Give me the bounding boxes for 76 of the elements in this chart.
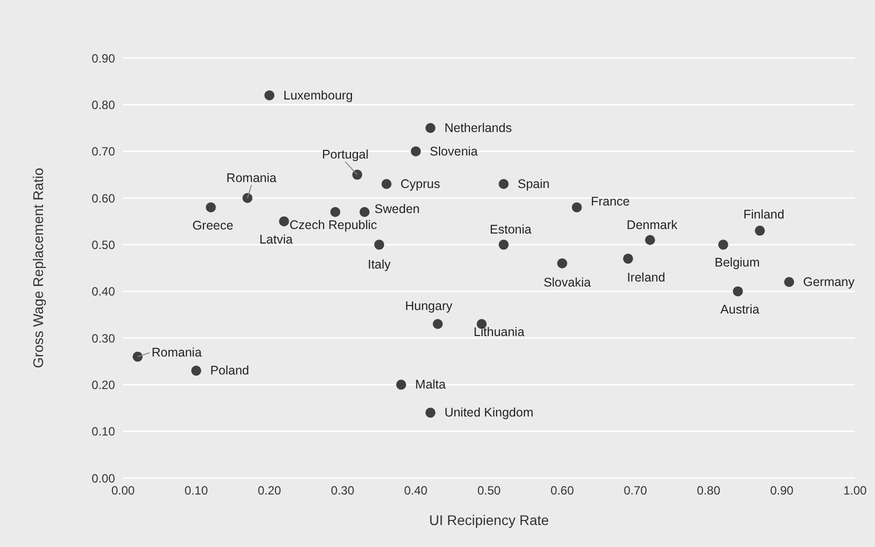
y-tick-label: 0.90 (92, 51, 116, 66)
annotation: Romania (152, 346, 202, 360)
point (623, 254, 634, 264)
point (498, 240, 509, 250)
x-tick-label: 0.00 (111, 484, 135, 498)
x-tick-label: 0.50 (477, 484, 501, 498)
point (352, 170, 362, 180)
annotation: Belgium (714, 256, 760, 270)
point (425, 123, 436, 133)
point (732, 286, 743, 296)
y-axis-title: Gross Wage Replacement Ratio (30, 168, 46, 368)
point (132, 352, 143, 362)
point (264, 90, 274, 100)
point (279, 216, 290, 226)
annotation: Greece (192, 218, 234, 232)
point (360, 207, 370, 217)
annotation: Denmark (626, 218, 678, 232)
annotation: Slovakia (544, 275, 591, 290)
y-tick-label: 0.30 (92, 331, 116, 346)
point (557, 258, 568, 268)
point (330, 207, 340, 217)
annotation: Poland (210, 364, 250, 378)
annotation: Latvia (259, 232, 293, 246)
x-tick-label: 0.70 (624, 484, 648, 498)
point (191, 366, 202, 376)
point (784, 277, 794, 287)
x-tick-label: 0.30 (330, 484, 355, 498)
annotation: Sweden (374, 202, 420, 216)
x-tick-label: 0.10 (184, 484, 208, 498)
point (645, 235, 656, 245)
x-tick-label: 0.90 (770, 484, 794, 498)
annotation: Malta (415, 378, 446, 392)
point (754, 226, 765, 236)
annotation: France (590, 194, 630, 208)
annotation: Czech Republic (290, 218, 378, 232)
y-tick-label: 0.60 (92, 191, 116, 206)
x-tick-label: 1.00 (843, 484, 867, 498)
point (410, 146, 421, 156)
y-tick-label: 0.10 (92, 424, 116, 439)
annotation: Hungary (405, 299, 454, 313)
annotation: United Kingdom (444, 406, 534, 420)
point (206, 202, 216, 212)
point (382, 179, 392, 189)
point (572, 202, 582, 212)
point (425, 408, 436, 418)
point (242, 193, 252, 203)
x-tick-label: 0.60 (550, 484, 574, 498)
annotation: Lithuania (474, 325, 524, 339)
y-tick-label: 0.80 (92, 98, 116, 112)
x-tick-label: 0.40 (404, 484, 428, 498)
annotation: Italy (368, 258, 392, 272)
annotation: Austria (720, 302, 760, 316)
annotation: Spain (518, 177, 550, 191)
point (432, 319, 443, 329)
annotation: Ireland (626, 270, 666, 285)
x-tick-label: 0.80 (696, 484, 721, 498)
x-tick-label: 0.20 (258, 484, 282, 498)
annotation: Cyprus (400, 177, 440, 191)
x-axis-title: UI Recipiency Rate (429, 512, 550, 528)
point (498, 179, 509, 189)
y-tick-label: 0.50 (92, 238, 116, 252)
point (396, 380, 406, 390)
y-tick-label: 0.70 (92, 144, 116, 159)
point (374, 240, 384, 250)
annotation: Germany (803, 275, 856, 289)
annotation: Romania (226, 171, 276, 185)
annotation: Finland (743, 208, 784, 222)
y-tick-label: 0.20 (92, 378, 116, 392)
y-tick-label: 0.40 (92, 284, 116, 299)
annotation: Slovenia (430, 144, 478, 158)
annotation: Estonia (490, 222, 532, 237)
annotation: Luxembourg (283, 88, 353, 102)
annotation: Portugal (322, 148, 369, 162)
y-tick-label: 0.00 (92, 471, 116, 486)
annotation: Netherlands (444, 121, 512, 135)
point (718, 240, 728, 250)
